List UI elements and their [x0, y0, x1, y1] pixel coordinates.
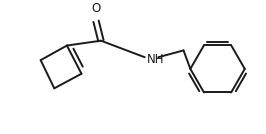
Text: NH: NH — [147, 53, 164, 66]
Text: O: O — [92, 2, 101, 15]
